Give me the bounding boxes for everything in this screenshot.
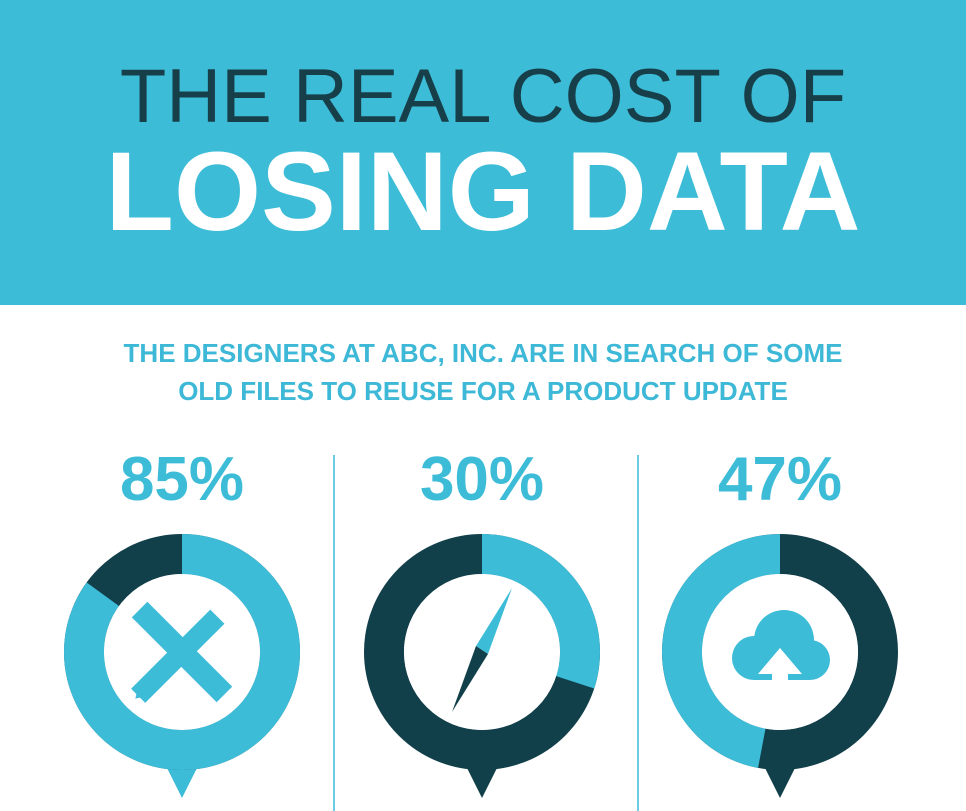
compass-icon bbox=[452, 588, 512, 712]
stat-label: 47% bbox=[718, 445, 842, 514]
cloud-icon bbox=[732, 610, 830, 682]
subtitle-line: THE DESIGNERS AT ABC, INC. ARE IN SEARCH… bbox=[124, 338, 843, 368]
ring-value bbox=[64, 534, 300, 770]
ring-value bbox=[662, 534, 898, 770]
tools-icon bbox=[131, 601, 233, 703]
stat-label: 30% bbox=[420, 445, 544, 514]
header-band bbox=[0, 0, 966, 305]
ring-value bbox=[364, 534, 600, 770]
title-line1: THE REAL COST OF bbox=[120, 54, 846, 139]
title-line2: LOSING DATA bbox=[106, 129, 861, 254]
stat-label: 85% bbox=[120, 445, 244, 514]
subtitle-line: OLD FILES TO REUSE FOR A PRODUCT UPDATE bbox=[178, 376, 788, 406]
